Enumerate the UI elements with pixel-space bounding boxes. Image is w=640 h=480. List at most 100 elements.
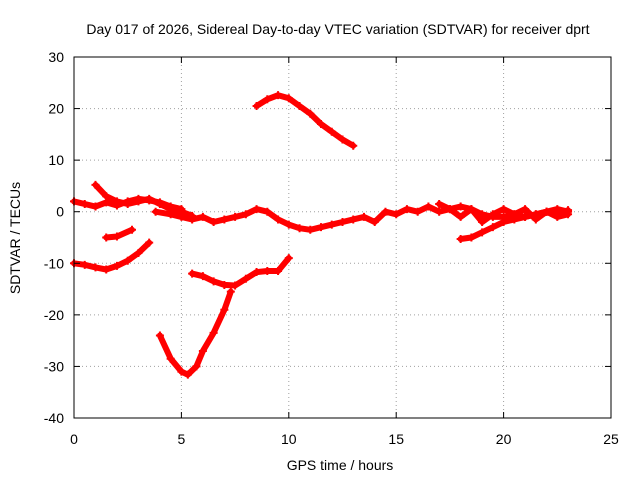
y-tick-label: -30	[44, 358, 64, 374]
data-point	[317, 120, 326, 129]
data-point	[145, 194, 154, 203]
data-point	[413, 207, 422, 216]
data-point	[306, 225, 315, 234]
x-tick-label: 20	[496, 431, 512, 447]
data-point	[424, 202, 433, 211]
data-point	[220, 305, 229, 314]
data-point	[252, 101, 261, 110]
data-point	[209, 277, 218, 286]
series-layer	[70, 91, 573, 379]
data-point	[327, 127, 336, 136]
data-point	[127, 225, 136, 234]
y-tick-label: -10	[44, 255, 64, 271]
data-point	[263, 207, 272, 216]
data-point	[80, 199, 89, 208]
data-point	[499, 205, 508, 214]
data-point	[166, 205, 175, 214]
data-point	[252, 268, 261, 277]
data-point	[284, 254, 293, 263]
data-point	[166, 354, 175, 363]
data-point	[241, 274, 250, 283]
data-point	[252, 205, 261, 214]
data-point	[274, 267, 283, 276]
data-point	[274, 215, 283, 224]
data-point	[488, 210, 497, 219]
x-axis-label: GPS time / hours	[287, 457, 394, 473]
data-point	[91, 263, 100, 272]
data-point	[456, 212, 465, 221]
data-point	[145, 238, 154, 247]
y-tick-label: -40	[44, 410, 64, 426]
y-tick-label: -20	[44, 307, 64, 323]
data-point	[284, 220, 293, 229]
data-point	[349, 141, 358, 150]
chart-title: Day 017 of 2026, Sidereal Day-to-day VTE…	[86, 21, 589, 37]
series-track-7	[92, 181, 196, 219]
data-point	[338, 135, 347, 144]
data-point	[392, 210, 401, 219]
y-tick-label: 20	[48, 101, 64, 117]
data-point	[112, 232, 121, 241]
data-point	[102, 233, 111, 242]
data-point	[499, 218, 508, 227]
data-point	[151, 207, 160, 216]
data-point	[542, 207, 551, 216]
data-point	[177, 367, 186, 376]
data-point	[445, 205, 454, 214]
plot-frame	[73, 56, 612, 419]
data-point	[435, 207, 444, 216]
data-point	[155, 199, 164, 208]
series-track-6	[189, 255, 292, 289]
data-point	[198, 272, 207, 281]
y-tick-label: 0	[56, 204, 64, 220]
data-point	[317, 223, 326, 232]
data-point	[198, 212, 207, 221]
data-point	[134, 248, 143, 257]
data-point	[467, 233, 476, 242]
data-point	[435, 199, 444, 208]
data-point	[284, 94, 293, 103]
data-point	[456, 202, 465, 211]
data-point	[359, 212, 368, 221]
data-point	[209, 328, 218, 337]
data-point	[553, 210, 562, 219]
data-point	[306, 109, 315, 118]
y-axis-label: SDTVAR / TECUs	[7, 182, 23, 294]
data-point	[91, 202, 100, 211]
data-point	[209, 218, 218, 227]
data-point	[521, 212, 530, 221]
data-point	[478, 218, 487, 227]
data-point	[112, 261, 121, 270]
data-point	[188, 269, 197, 278]
data-point	[564, 206, 573, 215]
data-point	[231, 212, 240, 221]
data-point	[188, 211, 197, 220]
data-point	[263, 267, 272, 276]
data-point	[91, 180, 100, 189]
data-point	[478, 228, 487, 237]
x-tick-label: 25	[603, 431, 619, 447]
data-point	[467, 205, 476, 214]
x-tick-label: 10	[281, 431, 297, 447]
data-point	[112, 197, 121, 206]
data-point	[102, 265, 111, 274]
data-point	[102, 192, 111, 201]
y-tick-label: 30	[48, 49, 64, 65]
data-point	[295, 101, 304, 110]
x-tick-label: 15	[388, 431, 404, 447]
x-tick-label: 5	[178, 431, 186, 447]
data-point	[177, 207, 186, 216]
data-point	[370, 218, 379, 227]
data-point	[220, 215, 229, 224]
data-point	[274, 91, 283, 100]
grid-layer	[74, 57, 611, 418]
data-point	[402, 205, 411, 214]
data-point	[80, 260, 89, 269]
data-point	[295, 224, 304, 233]
data-point	[183, 370, 192, 379]
data-point	[231, 281, 240, 290]
data-point	[123, 199, 132, 208]
data-point	[327, 220, 336, 229]
y-tick-label: 10	[48, 152, 64, 168]
